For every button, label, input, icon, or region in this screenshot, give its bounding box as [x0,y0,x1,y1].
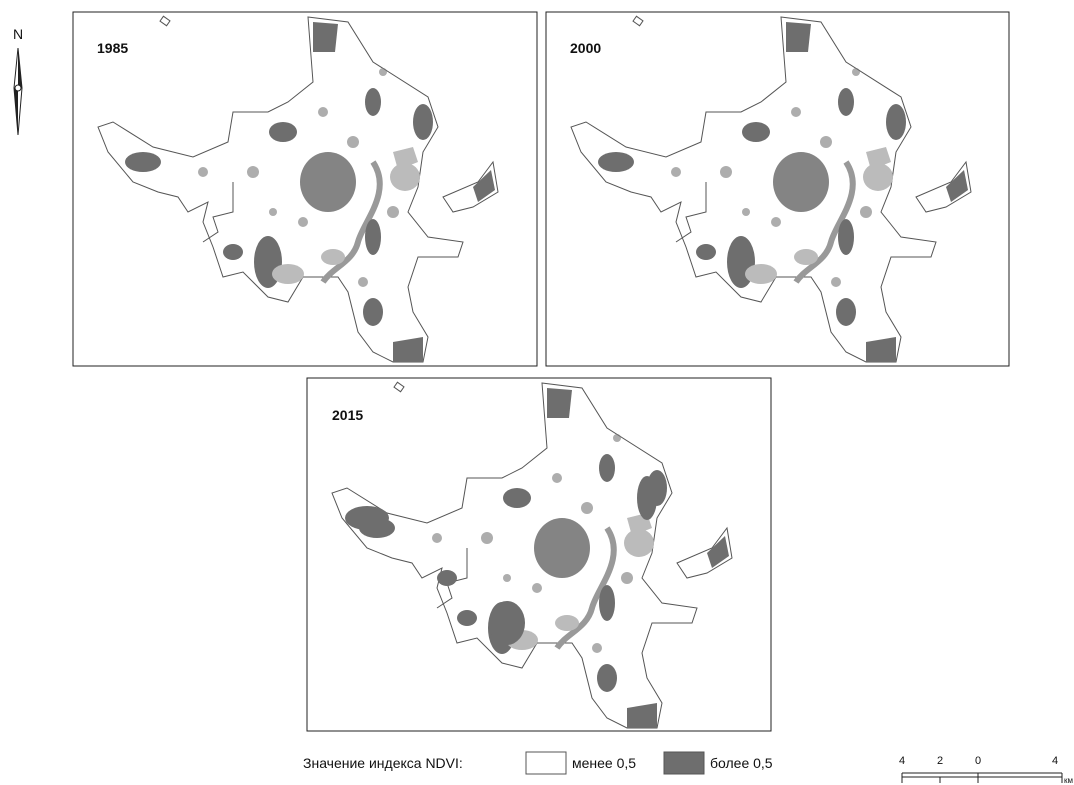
legend-label: более 0,5 [710,755,773,771]
panel-year: 2000 [570,40,601,56]
scale-unit: км [1064,776,1073,785]
panel-year: 1985 [97,40,128,56]
legend-swatch [663,751,705,775]
legend-label: менее 0,5 [572,755,636,771]
map-panel: 1985 [72,11,538,367]
north-arrow [13,47,23,136]
legend-swatch [525,751,567,775]
scale-label: 2 [937,755,943,767]
legend-title: Значение индекса NDVI: [303,755,463,771]
panel-year: 2015 [332,407,363,423]
scale-label: 4 [1052,755,1058,767]
north-label: N [13,26,23,42]
map-panel: 2000 [545,11,1010,367]
scale-bar [901,772,1063,783]
map-panel: 2015 [306,377,772,732]
scale-label: 0 [975,755,981,767]
scale-label: 4 [899,755,905,767]
